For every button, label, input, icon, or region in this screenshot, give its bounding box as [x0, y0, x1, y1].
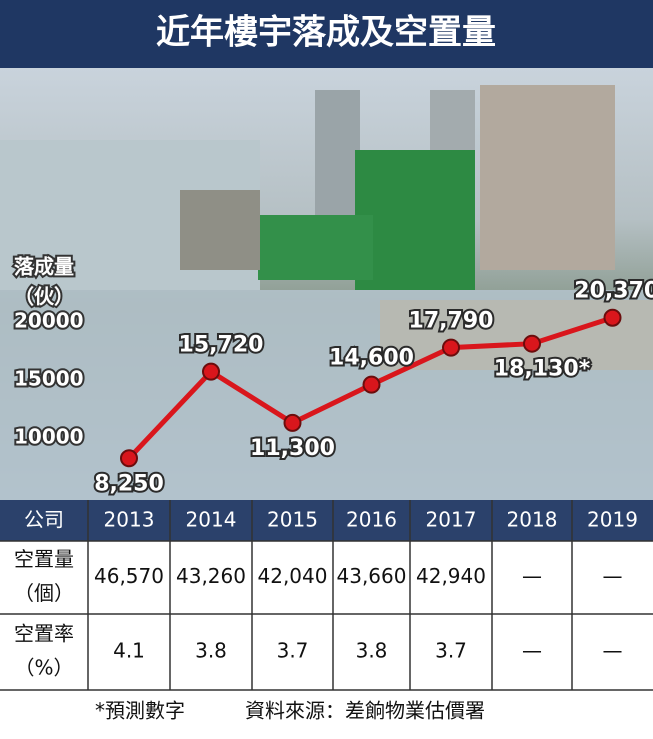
- table-year: 2014: [186, 508, 237, 532]
- data-label: 17,790: [409, 309, 494, 334]
- point: [202, 362, 220, 381]
- table-cell: 3.8: [195, 639, 227, 663]
- table-year: 2013: [104, 508, 155, 532]
- y-axis-label: 落成量: [14, 255, 74, 279]
- table-cell: 4.1: [113, 639, 145, 663]
- row-label: （%）: [14, 656, 73, 680]
- table-cell: —: [603, 639, 623, 663]
- point: [283, 413, 302, 432]
- table-year: 2018: [507, 508, 558, 532]
- y-tick-label: 20000: [14, 309, 84, 333]
- row-label: 空置量: [14, 547, 74, 571]
- footer: [0, 690, 653, 739]
- data-label: 20,370*: [574, 279, 653, 304]
- point: [603, 308, 622, 327]
- row-label: 空置率: [14, 622, 74, 646]
- title-bar: [0, 0, 653, 68]
- chart-title: 近年樓宇落成及空置量: [156, 13, 496, 53]
- y-tick-label: 10000: [14, 425, 84, 449]
- table-cell: —: [603, 564, 623, 588]
- table-corner: 公司: [24, 508, 64, 532]
- table-cell: 3.8: [356, 639, 388, 663]
- table-year: 2017: [426, 508, 477, 532]
- table-year: 2019: [587, 508, 638, 532]
- table-cell: —: [522, 564, 542, 588]
- data-label: 8,250: [94, 471, 164, 496]
- table-cell: 42,040: [258, 564, 328, 588]
- table-header: [0, 500, 653, 541]
- point: [120, 449, 138, 468]
- row-label: （個）: [14, 581, 74, 605]
- data-label: 14,600: [329, 346, 414, 371]
- point: [523, 334, 541, 353]
- source: 資料來源：差餉物業估價署: [245, 699, 485, 723]
- table-cell: 42,940: [416, 564, 486, 588]
- data-label: 18,130*: [494, 357, 591, 382]
- data-label: 11,300: [250, 436, 335, 461]
- y-tick-label: 15000: [14, 367, 84, 391]
- point: [362, 375, 381, 394]
- table-cell: 3.7: [435, 639, 467, 663]
- footnote: *預測數字: [95, 699, 185, 723]
- table-year: 2015: [267, 508, 318, 532]
- y-axis-label: （伙）: [14, 285, 74, 309]
- table-cell: 3.7: [277, 639, 309, 663]
- point: [442, 338, 460, 357]
- table-cell: 43,660: [337, 564, 407, 588]
- table-cell: —: [522, 639, 542, 663]
- table-year: 2016: [346, 508, 397, 532]
- data-label: 15,720: [179, 333, 264, 358]
- photo-background: [0, 68, 653, 500]
- table-cell: 43,260: [176, 564, 246, 588]
- table-cell: 46,570: [94, 564, 164, 588]
